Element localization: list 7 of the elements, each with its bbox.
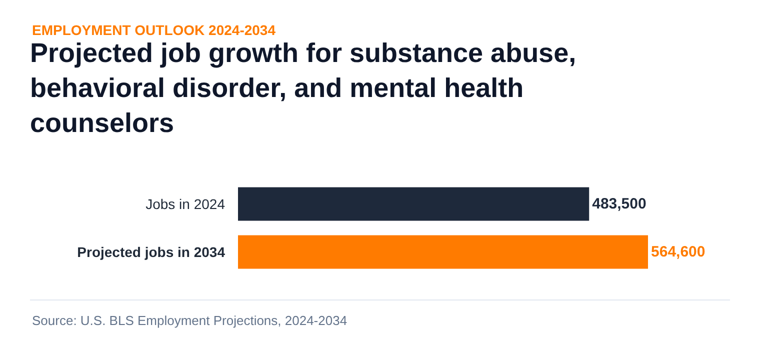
source-note: Source: U.S. BLS Employment Projections, 2024-2034: [32, 313, 348, 328]
chart-title: Projected job growth for substance abuse, behavioral disorder, and mental health counselors: [30, 38, 576, 138]
data-label: 564,600: [651, 244, 706, 260]
y-tick-label: Projected jobs in 2034: [77, 244, 226, 260]
data-label: 483,500: [592, 196, 646, 212]
y-tick-label: Jobs in 2024: [146, 196, 226, 212]
chart-subtitle: EMPLOYMENT OUTLOOK 2024-2034: [32, 22, 276, 38]
